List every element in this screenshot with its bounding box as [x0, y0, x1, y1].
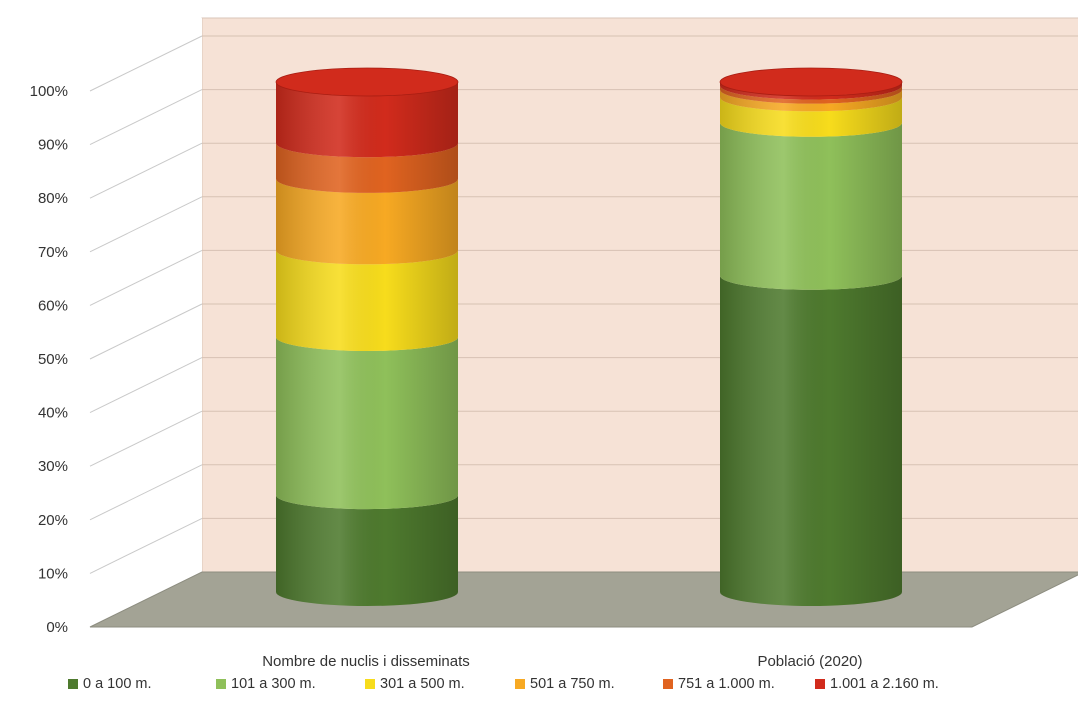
- y-tick-label: 0%: [46, 619, 68, 636]
- legend-label: 0 a 100 m.: [83, 676, 152, 692]
- legend-item: 501 a 750 m.: [515, 676, 615, 692]
- legend-swatch: [515, 679, 525, 689]
- x-axis-labels: Nombre de nuclis i disseminats Població (…: [262, 653, 862, 670]
- bar-top-cap: [275, 67, 459, 97]
- legend-swatch: [216, 679, 226, 689]
- y-tick-label: 70%: [38, 244, 68, 261]
- y-tick-label: 20%: [38, 512, 68, 529]
- legend-label: 501 a 750 m.: [530, 676, 615, 692]
- y-tick-label: 30%: [38, 458, 68, 475]
- y-tick-label: 80%: [38, 190, 68, 207]
- legend-item: 101 a 300 m.: [216, 676, 316, 692]
- bar-stack: [719, 67, 903, 606]
- bar-segment-shade: [276, 337, 458, 510]
- legend-label: 301 a 500 m.: [380, 676, 465, 692]
- chart-side-wall: [90, 18, 202, 627]
- gridline-side: [89, 142, 203, 199]
- bar-segment-shade: [720, 275, 902, 606]
- gridline-side: [89, 517, 203, 574]
- gridline-side: [89, 249, 203, 306]
- bars: [275, 67, 903, 606]
- legend-swatch: [68, 679, 78, 689]
- legend-item: 751 a 1.000 m.: [663, 676, 775, 692]
- gridline-side: [89, 303, 203, 360]
- y-tick-label: 10%: [38, 565, 68, 582]
- bar-segment-shade: [276, 250, 458, 351]
- legend-item: 0 a 100 m.: [68, 676, 152, 692]
- y-axis-labels: 0% 10% 20% 30% 40% 50% 60% 70% 80% 90% 100%: [30, 83, 68, 636]
- legend-label: 1.001 a 2.160 m.: [830, 676, 939, 692]
- gridline-side: [89, 464, 203, 521]
- y-tick-label: 100%: [30, 83, 68, 100]
- bar-segment-shade: [276, 178, 458, 265]
- gridline-side: [89, 35, 203, 92]
- x-category-label: Població (2020): [757, 653, 862, 670]
- y-tick-label: 90%: [38, 137, 68, 154]
- legend-label: 751 a 1.000 m.: [678, 676, 775, 692]
- legend-swatch: [663, 679, 673, 689]
- floor-panel: [89, 571, 1078, 628]
- bar-stack: [275, 67, 459, 606]
- bar-segment-shade: [720, 89, 902, 112]
- legend-swatch: [815, 679, 825, 689]
- legend-swatch: [365, 679, 375, 689]
- gridline-side: [89, 357, 203, 414]
- y-tick-label: 40%: [38, 405, 68, 422]
- y-tick-label: 50%: [38, 351, 68, 368]
- legend-label: 101 a 300 m.: [231, 676, 316, 692]
- gridline-side: [89, 410, 203, 467]
- legend-item: 1.001 a 2.160 m.: [815, 676, 939, 692]
- bar-segment-shade: [720, 97, 902, 137]
- legend: 0 a 100 m. 101 a 300 m. 301 a 500 m. 501 a …: [0, 676, 1078, 706]
- gridline-side: [89, 196, 203, 253]
- bar-segment-shade: [720, 85, 902, 104]
- bar-segment-shade: [276, 495, 458, 606]
- legend-item: 301 a 500 m.: [365, 676, 465, 692]
- side-wall-panel: [90, 18, 202, 627]
- x-category-label: Nombre de nuclis i disseminats: [262, 653, 470, 670]
- bar-segment-shade: [720, 122, 902, 290]
- bar-segment-shade: [276, 82, 458, 158]
- bar-top-cap: [719, 67, 903, 97]
- chart-floor: [89, 571, 1078, 628]
- y-tick-label: 60%: [38, 297, 68, 314]
- bar-segment-shade: [720, 82, 902, 100]
- gridline-side: [89, 89, 203, 146]
- bar-segment-shade: [276, 143, 458, 193]
